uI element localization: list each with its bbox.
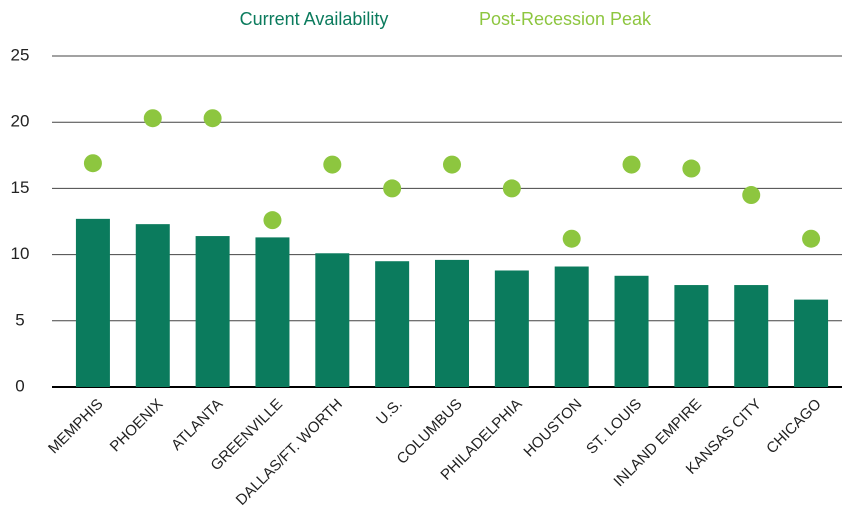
dot xyxy=(143,109,162,128)
dot xyxy=(323,155,342,174)
dot xyxy=(742,186,761,205)
bar xyxy=(255,237,290,387)
y-tick-label: 0 xyxy=(15,376,24,395)
dot xyxy=(802,229,821,248)
bar xyxy=(494,270,529,387)
x-tick-label: U.S. xyxy=(373,396,406,429)
dot xyxy=(263,211,282,230)
x-tick-label: MEMPHIS xyxy=(45,396,107,458)
bar xyxy=(554,266,589,387)
dot xyxy=(383,179,402,198)
dot xyxy=(562,229,581,248)
y-tick-label: 5 xyxy=(15,310,24,329)
bar xyxy=(375,261,410,387)
y-tick-label: 20 xyxy=(11,112,30,131)
dot xyxy=(203,109,222,128)
x-tick-label: PHOENIX xyxy=(107,396,167,456)
dot xyxy=(682,159,701,178)
x-tick-label: CHICAGO xyxy=(763,396,825,458)
bar xyxy=(135,224,170,387)
dot xyxy=(443,155,461,174)
y-tick-label: 10 xyxy=(11,244,30,263)
dot xyxy=(502,179,521,198)
y-tick-label: 15 xyxy=(11,178,30,197)
x-tick-label: ATLANTA xyxy=(168,396,226,454)
bar xyxy=(674,285,709,387)
bar xyxy=(75,218,110,387)
bar xyxy=(794,299,829,387)
legend-label: Current Availability xyxy=(240,9,389,29)
x-tick-label: DALLAS/FT. WORTH xyxy=(233,396,346,509)
legend-label: Post-Recession Peak xyxy=(479,9,652,29)
x-tick-label: HOUSTON xyxy=(520,396,585,461)
dot xyxy=(83,154,102,173)
y-tick-label: 25 xyxy=(11,45,30,64)
bar xyxy=(315,253,350,387)
bar xyxy=(734,285,769,387)
bar xyxy=(195,236,230,387)
bar xyxy=(435,259,469,387)
x-tick-label: ST. LOUIS xyxy=(583,396,645,458)
dot xyxy=(622,155,641,174)
bar xyxy=(614,275,649,387)
